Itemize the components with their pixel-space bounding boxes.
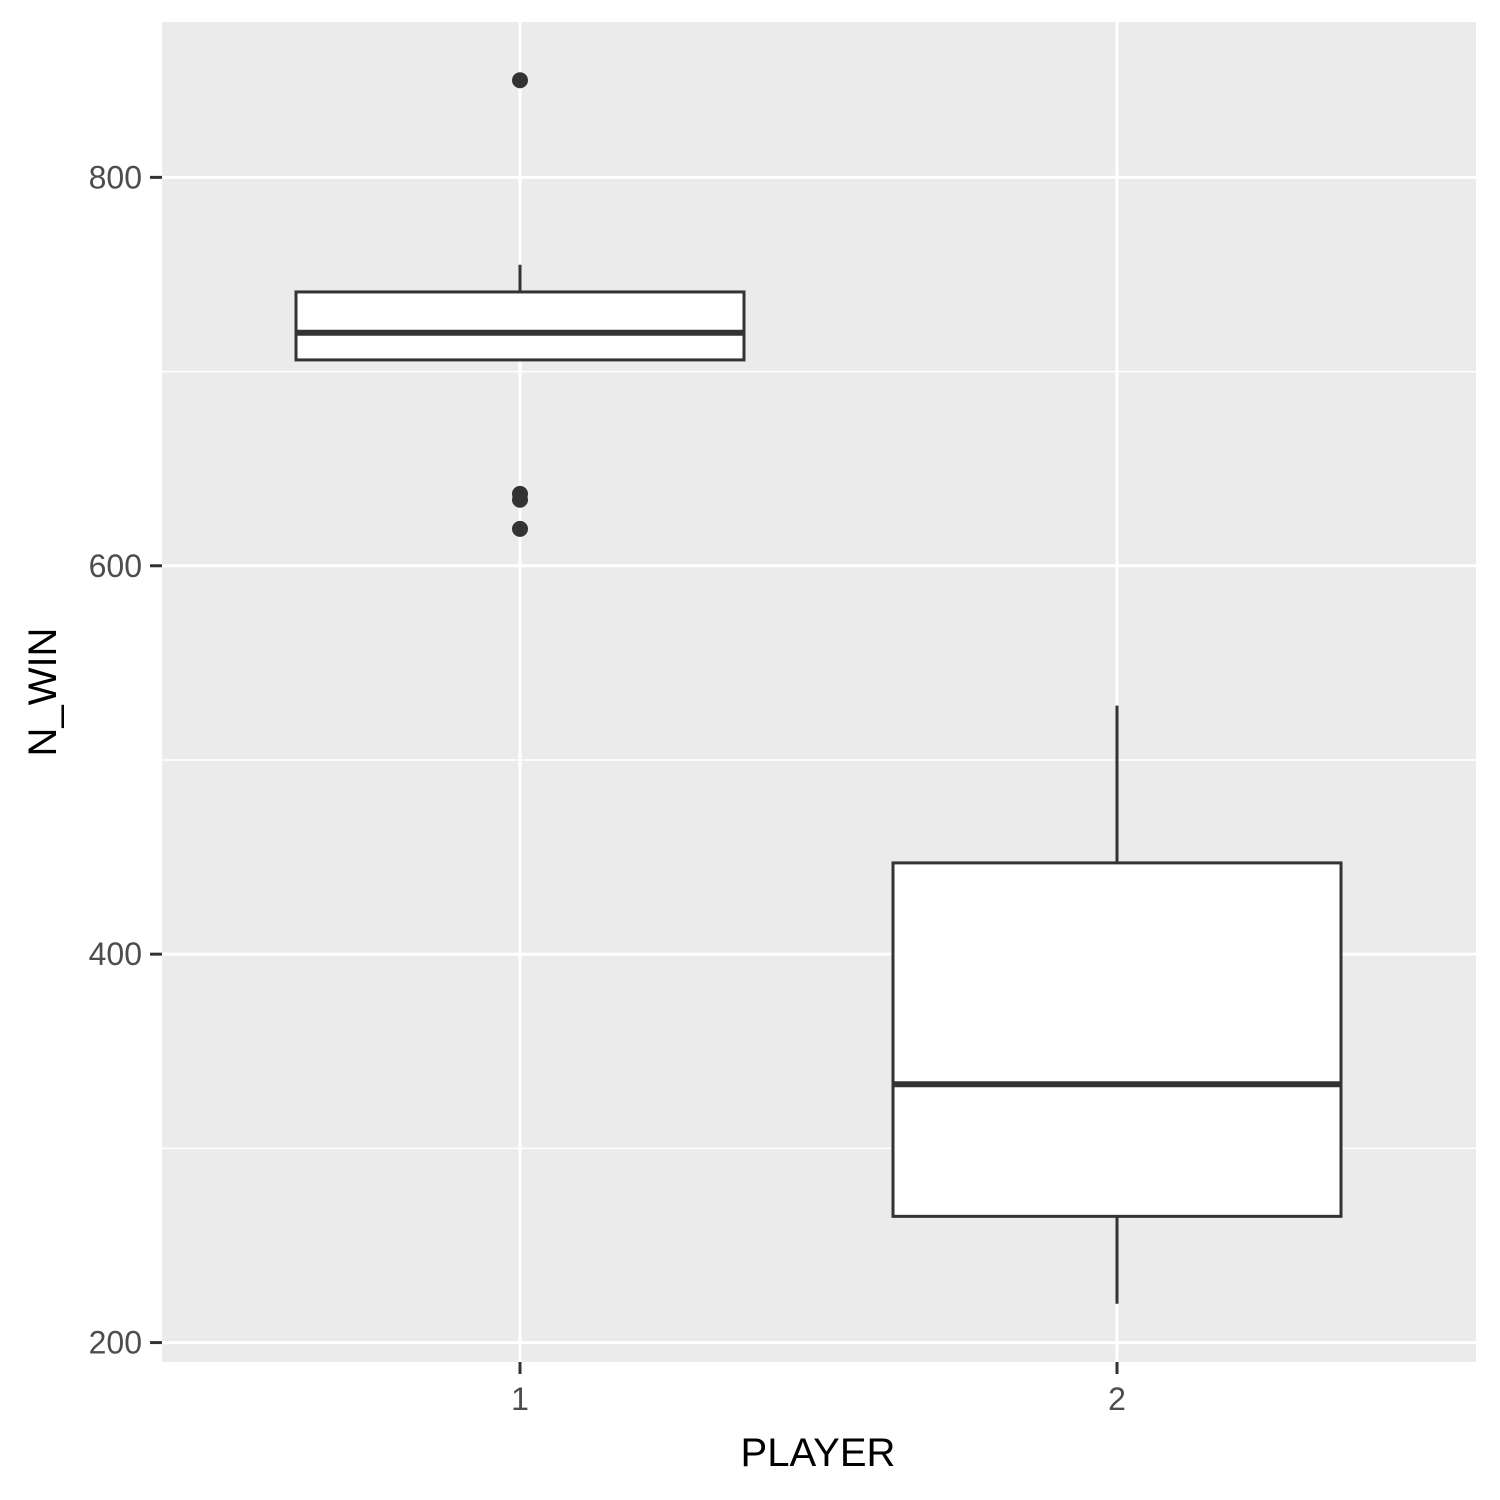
box-iqr (891, 861, 1343, 1218)
box-iqr (294, 290, 746, 362)
y-tick-label: 400 (89, 936, 142, 972)
outlier-point (512, 72, 528, 89)
axes: 200 400 600 800 1 2 (89, 159, 1126, 1417)
box-1 (294, 72, 746, 537)
box-2 (891, 705, 1343, 1304)
y-tick-label: 800 (89, 159, 142, 195)
x-axis-title: PLAYER (741, 1431, 896, 1475)
grid-lines (162, 22, 1476, 1362)
outlier-point (512, 491, 528, 508)
x-tick-label: 1 (511, 1381, 529, 1417)
y-tick-label: 600 (89, 548, 142, 584)
y-tick-label: 200 (89, 1325, 142, 1361)
outlier-point (512, 520, 528, 537)
x-tick-label: 2 (1108, 1381, 1126, 1417)
boxes (294, 72, 1343, 1304)
y-axis-title: N_WIN (21, 628, 65, 757)
